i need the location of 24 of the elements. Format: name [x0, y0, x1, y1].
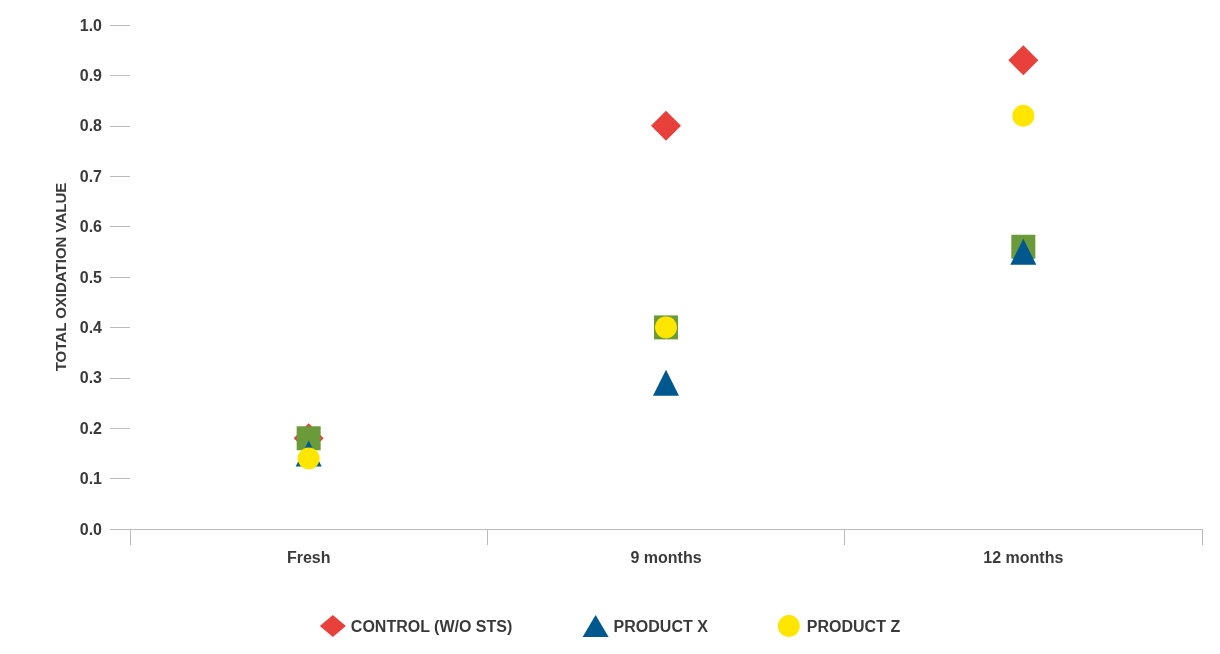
y-tick-label: 1.0: [79, 16, 103, 34]
y-tick-label: 0.2: [79, 419, 103, 437]
point: [1010, 238, 1037, 265]
point: [653, 369, 679, 396]
legend-label: PRODUCT X: [613, 617, 709, 635]
y-tick-label: 0.0: [79, 520, 103, 538]
point: [651, 110, 681, 141]
y-tick-label: 0.1: [79, 470, 103, 488]
point: [1008, 45, 1039, 76]
y-tick-label: 0.7: [79, 167, 103, 185]
x-tick-label: Fresh: [286, 548, 331, 566]
y-tick-label: 0.4: [79, 318, 103, 336]
y-tick-label: 0.9: [79, 66, 103, 84]
y-tick-label: 0.3: [79, 369, 103, 387]
point: [1012, 104, 1035, 127]
y-axis-title: TOTAL OXIDATION VALUE: [52, 182, 69, 372]
legend-label: PRODUCT Z: [806, 617, 901, 635]
y-tick-label: 0.6: [79, 218, 103, 236]
point: [297, 447, 320, 470]
y-tick-label: 0.8: [79, 117, 103, 135]
x-tick-label: 12 months: [983, 548, 1064, 566]
y-tick-label: 0.5: [79, 268, 103, 286]
x-tick-label: 9 months: [630, 548, 702, 566]
legend-label: CONTROL (W/O STS): [350, 617, 513, 635]
